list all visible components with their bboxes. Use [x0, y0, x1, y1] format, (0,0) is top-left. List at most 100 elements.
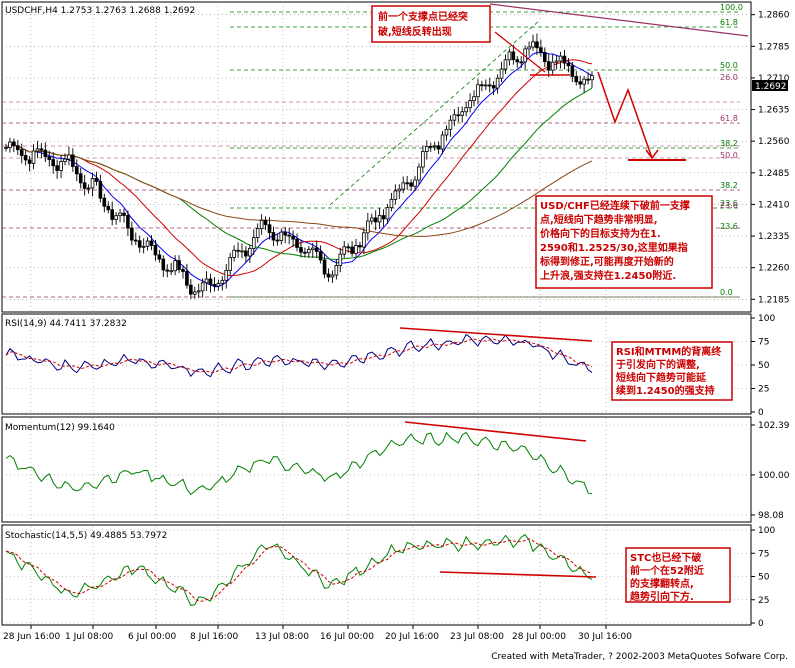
- annotation-stochastic-line: 的支撑翻转点,: [630, 577, 694, 590]
- annotation-stochastic: STC也已经下破 前一个在52附近 的支撑翻转点, 趋势引向下方.: [625, 547, 731, 603]
- time-label: 13 Jul 08:00: [255, 632, 309, 642]
- candle-body: [208, 278, 213, 285]
- annotation-rsi-line: 短线向下趋势可能延: [616, 371, 707, 384]
- candle-body: [283, 231, 288, 236]
- candle-body: [240, 250, 244, 253]
- momentum-tick-label: 100.00: [758, 471, 790, 481]
- rsi-main-line: [5, 333, 593, 378]
- candle-body: [566, 62, 571, 67]
- annotation-main-line: 上升浪,强支持在1.2450附近.: [540, 269, 676, 282]
- candle-body: [149, 240, 154, 246]
- candle-body: [318, 251, 323, 261]
- rsi-title: RSI(14,9) 44.7411 37.2832: [5, 319, 127, 329]
- current-price-label: 1.2692: [755, 82, 787, 92]
- candle-body: [236, 249, 240, 252]
- candle-body: [71, 154, 75, 167]
- candle-body: [291, 235, 295, 240]
- candle-body: [417, 166, 421, 181]
- price-tick-label: 1.2860: [758, 11, 790, 21]
- candle-body: [503, 59, 508, 70]
- candle-body: [133, 239, 138, 242]
- annotation-stochastic-line: 趋势引向下方.: [630, 590, 694, 603]
- fib-retrace-label: 61.8: [720, 114, 738, 123]
- annotation-top-line: 前一个支撑点已经突: [378, 10, 468, 23]
- candle-body: [181, 269, 185, 272]
- time-label: 28 Jul 00:00: [512, 632, 566, 642]
- price-tick-label: 1.2335: [758, 232, 790, 242]
- candle-body: [126, 215, 130, 229]
- candle-body: [74, 166, 79, 175]
- annotation-rsi: RSI和MTMM的背离终 于引发向下的调整, 短线向下趋势可能延 续到1.245…: [611, 341, 733, 401]
- current-price-tag: [752, 80, 788, 91]
- drawn-trendlines: [399, 3, 749, 578]
- candle-body: [346, 246, 350, 249]
- projected-path: [597, 71, 653, 159]
- rsi-divergence-line: [399, 327, 593, 342]
- candle-body: [314, 247, 319, 252]
- candle-body: [515, 59, 520, 63]
- projected-arrow-head: [645, 149, 659, 160]
- time-label: 20 Jul 16:00: [385, 632, 439, 642]
- price-tick-label: 1.2185: [758, 295, 790, 305]
- candle-body: [12, 141, 16, 147]
- candle-body: [464, 107, 468, 113]
- candle-body: [307, 249, 311, 254]
- price-tick-label: 1.2710: [758, 74, 790, 84]
- price-axes: 1.2860 1.2785 1.2710 1.2635 1.2560 1.2485 1.24…: [751, 11, 790, 629]
- candle-body: [122, 212, 126, 216]
- candle-body: [350, 246, 354, 254]
- candle-body: [185, 271, 189, 286]
- fib-level-label: 38.2: [720, 139, 738, 148]
- candle-body: [570, 65, 575, 77]
- candle-body: [216, 282, 221, 287]
- candle-body: [334, 265, 339, 276]
- fibonacci-levels: 100.061.850.038.223.60.061.838.223.623.6…: [2, 3, 743, 298]
- candle-body: [43, 149, 48, 157]
- annotation-main-line: 价格向下的目标支持为在1.: [540, 227, 661, 240]
- candle-body: [59, 161, 63, 171]
- annotation-rsi-line: 续到1.2450的强支持: [616, 384, 715, 397]
- stochastic-title: Stochastic(14,5,5) 49.4885 53.7972: [5, 531, 167, 541]
- candle-body: [448, 119, 453, 130]
- momentum-title: Momentum(12) 99.1640: [5, 423, 115, 433]
- candle-body: [212, 284, 217, 287]
- candle-body: [389, 198, 394, 209]
- candle-body: [326, 273, 331, 278]
- time-label: 16 Jul 00:00: [320, 632, 374, 642]
- pointer-line: [494, 31, 546, 73]
- candle-body: [425, 146, 429, 152]
- candle-body: [499, 68, 504, 79]
- candle-body: [86, 187, 91, 190]
- candle-body: [507, 51, 512, 61]
- candle-body: [31, 150, 36, 164]
- candle-body: [27, 159, 32, 164]
- candle-body: [137, 240, 142, 248]
- moving-average-line: [5, 52, 593, 288]
- candle-body: [192, 291, 197, 295]
- candle-body: [546, 61, 551, 71]
- candle-body: [161, 258, 166, 271]
- candle-body: [456, 114, 461, 117]
- rsi-tick-label: 100: [758, 314, 775, 324]
- candle-body: [369, 217, 374, 222]
- candle-body: [574, 76, 579, 83]
- candle-body: [491, 85, 496, 89]
- momentum-tick-label: 102.39: [758, 421, 790, 431]
- candle-body: [381, 215, 386, 220]
- price-tick-label: 1.2560: [758, 137, 790, 147]
- price-tick-label: 1.2785: [758, 42, 790, 52]
- candle-body: [354, 245, 358, 254]
- candle-body: [397, 188, 402, 192]
- candle-body: [295, 238, 299, 248]
- candle-body: [251, 237, 256, 249]
- annotation-main-line: 2590和1.2525/30,这里如果指: [540, 241, 688, 254]
- candle-body: [299, 247, 303, 253]
- fib-level-label: 0.0: [720, 288, 733, 297]
- time-label: 23 Jul 08:00: [450, 632, 504, 642]
- candle-body: [562, 55, 567, 64]
- candle-body: [554, 60, 559, 63]
- candle-body: [98, 181, 103, 199]
- stochastic-tick-label: 50: [758, 573, 770, 583]
- candle-body: [303, 251, 307, 254]
